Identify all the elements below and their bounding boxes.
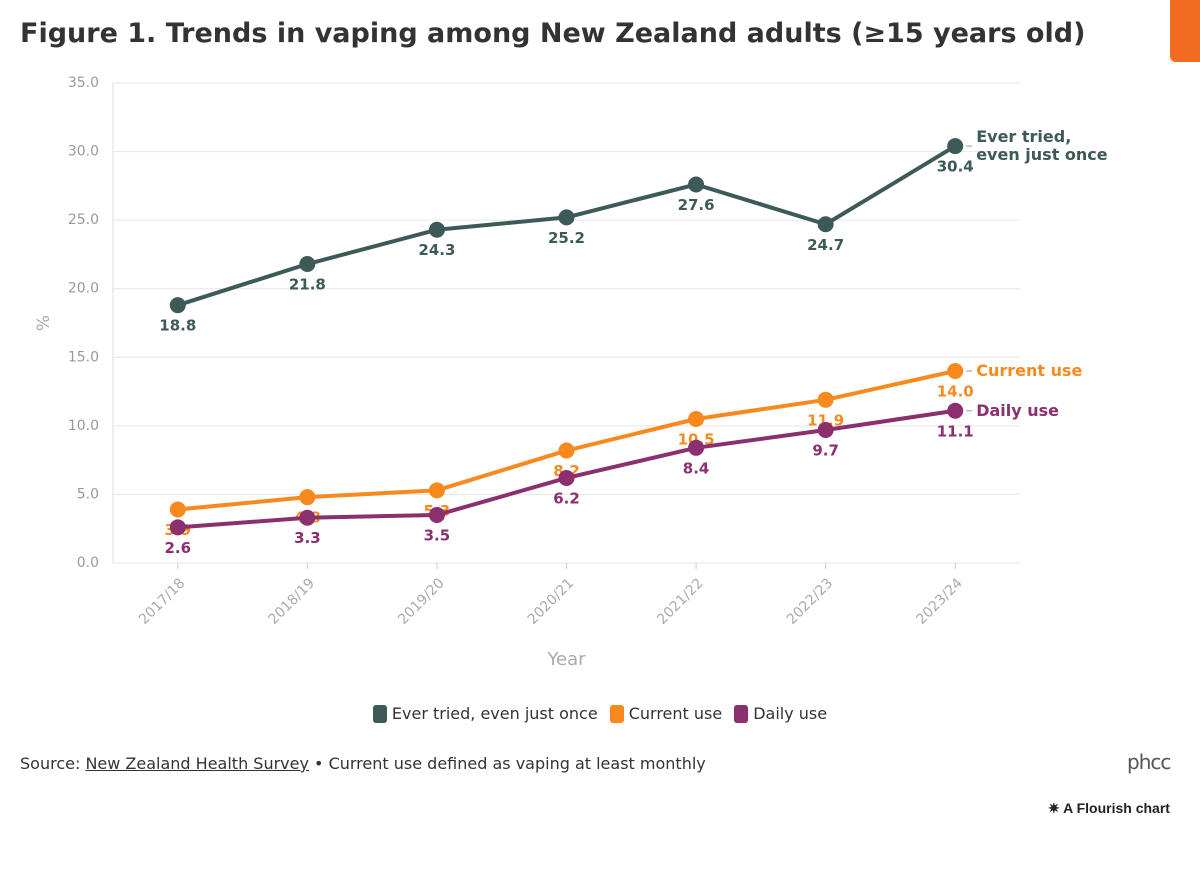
x-tick-label: 2021/22 [654,575,706,627]
data-label: 8.4 [683,459,710,477]
legend-swatch [372,704,387,723]
data-label: 2.6 [164,539,191,557]
data-label: 18.8 [159,317,196,335]
data-label: 24.3 [418,241,455,259]
point [947,402,964,419]
legend-item[interactable]: Ever tried, even just once [372,704,598,723]
data-label: 9.7 [812,441,839,459]
point [688,176,705,193]
point [299,256,316,273]
series-end-label: Current use [976,361,1083,380]
y-tick-label: 20.0 [68,281,99,297]
legend-item[interactable]: Daily use [734,704,827,723]
data-label: 14.0 [937,383,974,401]
legend-label: Daily use [753,704,828,723]
point [817,391,834,408]
data-label: 11.9 [807,411,844,429]
data-label: 10.5 [678,431,715,449]
x-tick-label: 2022/23 [784,575,836,627]
point [558,469,575,486]
point [299,489,316,506]
point [169,501,186,518]
y-tick-label: 10.0 [68,418,99,434]
point [428,507,445,523]
data-label: 27.6 [678,196,715,214]
legend-label: Ever tried, even just once [391,704,598,723]
credit-text: A Flourish chart [1063,800,1170,816]
x-tick-label: 2019/20 [395,575,447,627]
y-tick-label: 30.0 [68,144,99,160]
legend-swatch [609,704,624,723]
y-tick-label: 5.0 [77,486,99,502]
source: Source: New Zealand Health Survey • Curr… [20,754,706,773]
y-tick-label: 15.0 [68,349,99,365]
corner-button[interactable] [1170,0,1200,62]
point [428,482,445,499]
source-note: • Current use defined as vaping at least… [314,754,706,773]
series-end-label: Ever tried, even just once [976,127,1108,165]
point [428,221,445,238]
point [817,421,834,438]
legend-label: Current use [628,704,723,723]
source-label: Source: [20,754,81,773]
x-tick-label: 2017/18 [136,575,188,627]
source-link[interactable]: New Zealand Health Survey [85,754,309,773]
y-axis-label: % [34,315,54,331]
point [558,209,575,226]
chart: 0.0 5.0 10.0 15.0 20.0 25.0 30.0 35.0% Year 2017/… [34,75,1020,670]
point [688,411,705,427]
point [558,442,575,459]
legend: Ever tried, even just once Current use Dai… [0,704,1200,723]
point [947,138,964,155]
point [299,509,316,526]
point [169,519,186,536]
x-tick-label: 2023/24 [913,575,966,628]
data-label: 21.8 [289,276,326,294]
data-label: 11.1 [937,422,974,440]
x-tick-label: 2018/19 [266,575,318,627]
series-end-label: Daily use [976,400,1060,420]
point [947,363,964,379]
data-label: 25.2 [548,229,585,247]
data-label: 3.5 [424,527,451,545]
chart-title: Figure 1. Trends in vaping among New Zea… [20,18,1086,49]
data-label: 6.2 [553,489,580,507]
data-label: 3.3 [294,529,321,547]
data-label: 24.7 [807,236,844,254]
logo: phcc [1127,750,1171,774]
point [169,297,186,314]
legend-item[interactable]: Current use [609,704,723,723]
data-label: 30.4 [937,158,974,176]
legend-swatch [734,704,749,723]
x-tick-label: 2020/21 [525,575,577,627]
point [688,439,705,456]
y-tick-label: 25.0 [68,212,99,228]
y-tick-label: 0.0 [77,555,99,571]
point [817,216,834,233]
credit[interactable]: ✷ A Flourish chart [1048,800,1170,816]
x-axis-label: Year [546,649,586,670]
y-tick-label: 35.0 [68,75,99,91]
